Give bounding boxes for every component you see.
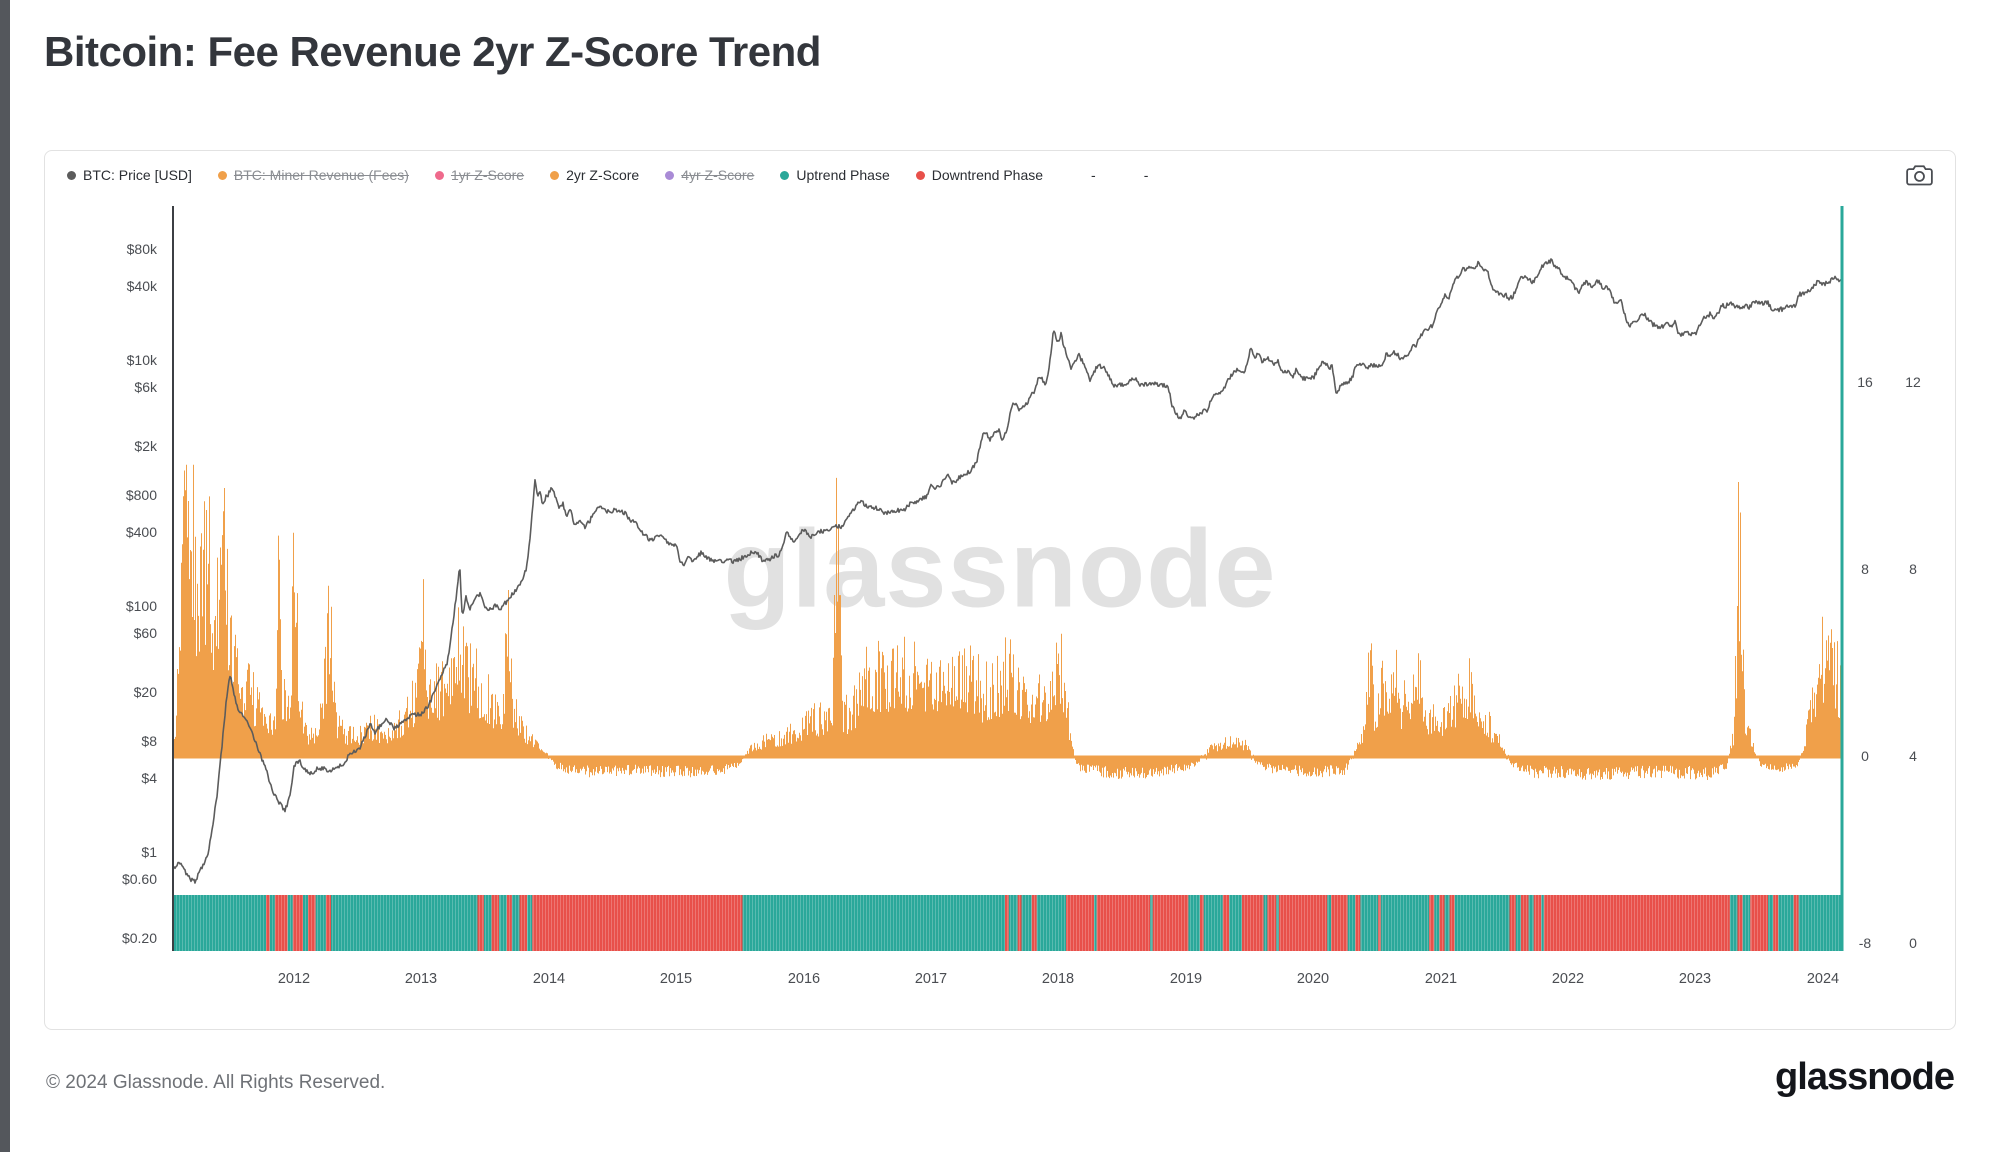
legend-item-placeholder[interactable]: - xyxy=(1091,167,1096,183)
phase-band xyxy=(173,895,1842,951)
legend-dot-icon xyxy=(67,170,76,180)
legend-item-label: Downtrend Phase xyxy=(931,167,1044,183)
legend-item-downtrend-phase[interactable]: Downtrend Phase xyxy=(915,167,1044,183)
chart-legend: BTC: Price [USD] BTC: Miner Revenue (Fees… xyxy=(67,161,1885,189)
watermark: glassnode xyxy=(723,507,1277,631)
legend-item-placeholder[interactable]: - xyxy=(1144,167,1149,183)
legend-dot-icon xyxy=(915,170,925,180)
zscore-baseline xyxy=(173,755,1842,759)
legend-item-label: 1yr Z-Score xyxy=(450,167,525,183)
legend-dot-icon xyxy=(550,170,560,180)
price-line xyxy=(173,258,1842,884)
legend-item-label: Uptrend Phase xyxy=(796,167,890,183)
legend-item-4yr-z-score[interactable]: 4yr Z-Score xyxy=(665,167,754,183)
legend-item-1yr-z-score[interactable]: 1yr Z-Score xyxy=(434,167,525,183)
legend-item-label: 2yr Z-Score xyxy=(566,167,640,183)
legend-item-btc-price-usd-[interactable]: BTC: Price [USD] xyxy=(67,167,192,183)
legend-item-label: - xyxy=(1091,167,1096,183)
legend-item-2yr-z-score[interactable]: 2yr Z-Score xyxy=(550,167,639,183)
copyright: © 2024 Glassnode. All Rights Reserved. xyxy=(46,1072,386,1093)
legend-item-btc-miner-revenue-fees-[interactable]: BTC: Miner Revenue (Fees) xyxy=(217,167,409,183)
page-title: Bitcoin: Fee Revenue 2yr Z-Score Trend xyxy=(44,28,821,75)
glassnode-logo: glassnode xyxy=(1775,1056,1955,1098)
legend-dot-icon xyxy=(217,170,227,180)
legend-item-label: - xyxy=(1143,167,1149,183)
camera-icon-glyph xyxy=(1905,164,1933,185)
legend-item-label: BTC: Price [USD] xyxy=(83,167,192,183)
legend-item-uptrend-phase[interactable]: Uptrend Phase xyxy=(780,167,890,183)
legend-dot-icon xyxy=(780,170,790,180)
chart-card: BTC: Price [USD] BTC: Miner Revenue (Fees… xyxy=(44,150,1956,1030)
window-edge xyxy=(0,0,10,1152)
camera-icon[interactable] xyxy=(1903,161,1935,189)
legend-dot-icon xyxy=(665,170,675,180)
zscore-bars xyxy=(174,464,1842,780)
chart-plot[interactable] xyxy=(45,151,1957,1031)
legend-item-label: 4yr Z-Score xyxy=(681,167,755,183)
legend-item-label: BTC: Miner Revenue (Fees) xyxy=(233,167,409,183)
legend-dot-icon xyxy=(434,170,444,180)
